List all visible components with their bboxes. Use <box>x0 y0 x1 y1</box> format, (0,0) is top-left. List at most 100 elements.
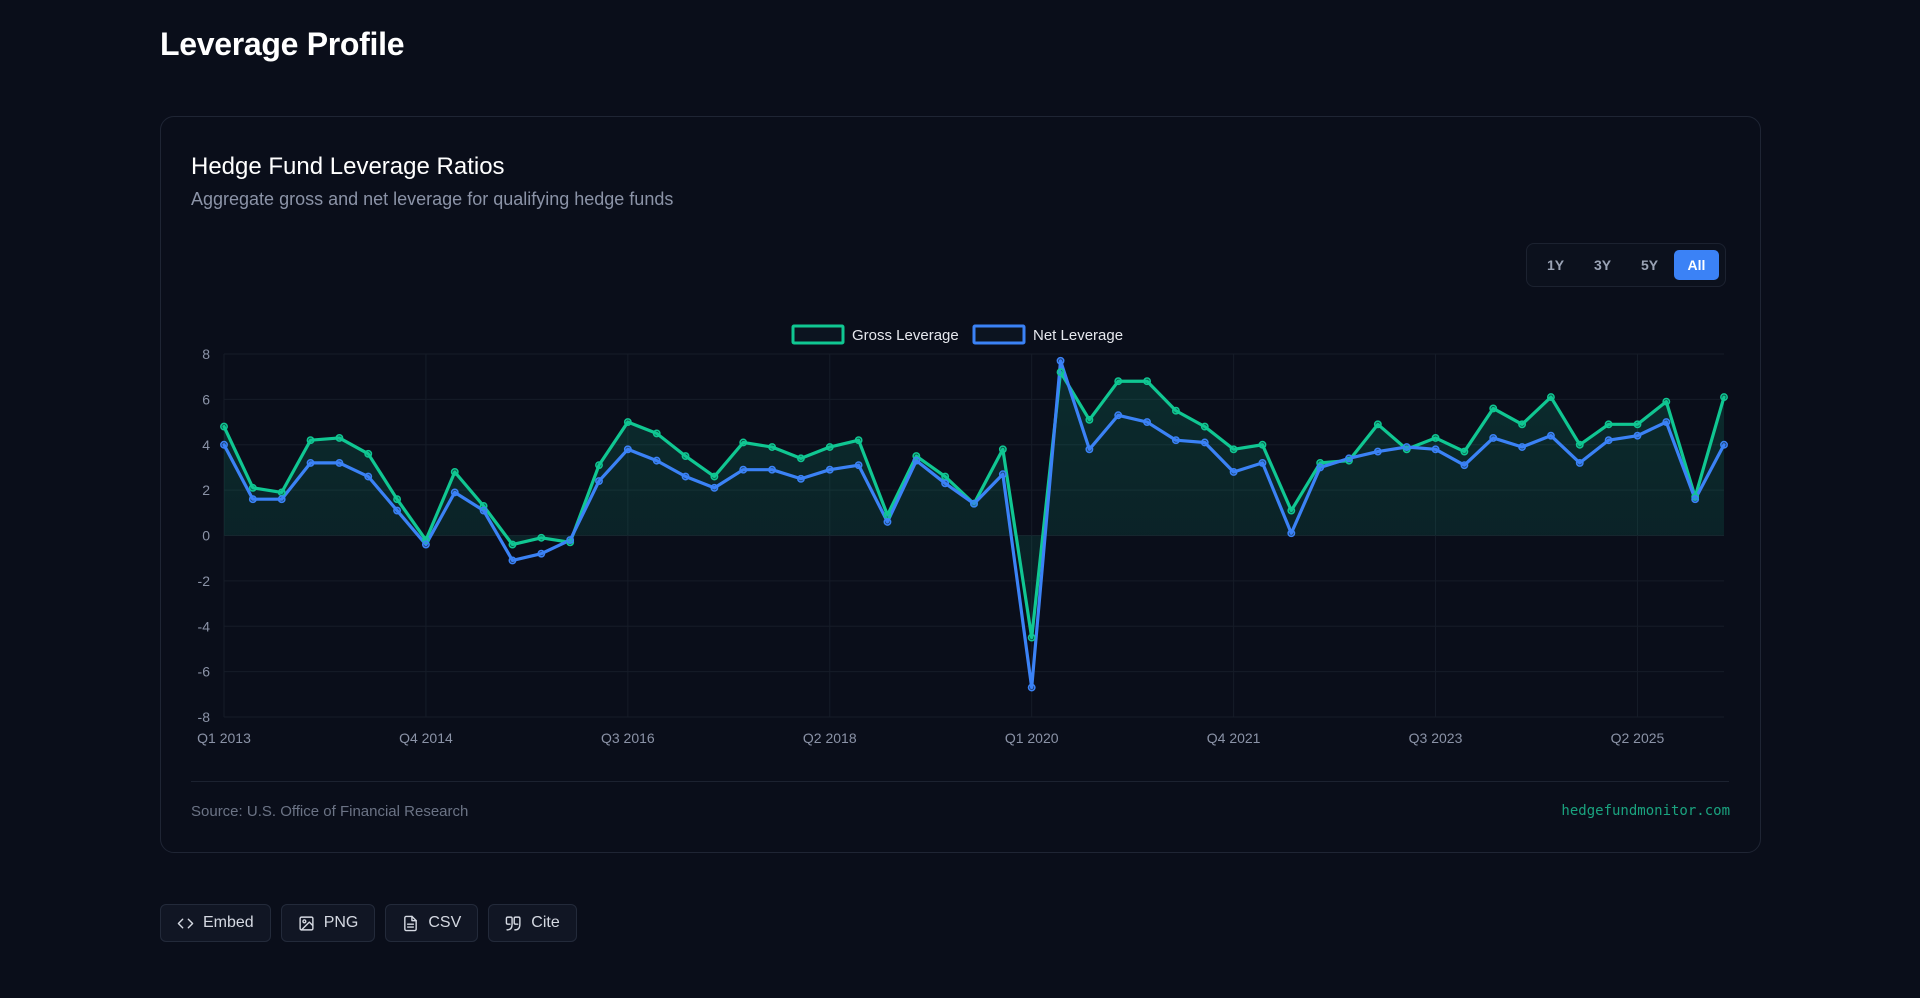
net-leverage-point <box>335 458 344 467</box>
png-button-label: PNG <box>323 914 359 931</box>
net-leverage-point <box>825 465 834 474</box>
range-button-3y[interactable]: 3Y <box>1593 257 1612 273</box>
net-leverage-point <box>681 472 690 481</box>
gross-leverage-point <box>595 461 603 470</box>
source-text: Source: U.S. Office of Financial Researc… <box>191 803 469 820</box>
leverage-line-chart: 8 6 4 2 0 -2 -4 -6 -8 Q1 2013 Q4 2014 Q3 2016 Q2 201… <box>197 324 1728 746</box>
net-leverage-point <box>1345 454 1353 463</box>
gross-leverage-point <box>941 472 950 481</box>
net-leverage-point <box>623 445 632 454</box>
gross-leverage-point <box>681 452 690 461</box>
file-spreadsheet-icon <box>404 915 418 931</box>
gross-leverage-point <box>1085 415 1094 424</box>
net-leverage-point <box>248 495 257 504</box>
gross-leverage-point <box>220 422 228 431</box>
y-tick-label: -4 <box>198 618 211 634</box>
x-tick-label: Q1 2013 <box>197 730 251 746</box>
code-icon <box>177 918 194 928</box>
gross-leverage-point <box>1171 406 1180 415</box>
net-leverage-point <box>796 474 805 483</box>
chart-card: Hedge Fund Leverage Ratios Aggregate gro… <box>160 116 1761 853</box>
image-icon <box>299 915 314 931</box>
range-button-5y[interactable]: 5Y <box>1640 257 1659 273</box>
gross-leverage-point <box>537 533 546 542</box>
cite-button[interactable]: Cite <box>488 904 577 942</box>
x-tick-label: Q3 2016 <box>601 730 655 746</box>
net-leverage-line <box>222 359 1726 690</box>
x-tick-label: Q4 2014 <box>399 730 453 746</box>
x-tick-label: Q3 2023 <box>1409 730 1463 746</box>
net-leverage-point <box>739 465 748 474</box>
gross-leverage-point <box>306 436 315 445</box>
gross-leverage-point <box>1373 420 1382 429</box>
net-leverage-point <box>1518 443 1527 451</box>
net-leverage-point <box>566 536 575 544</box>
gross-leverage-point <box>1604 420 1613 429</box>
net-leverage-point <box>1691 495 1700 504</box>
legend-swatch-net <box>972 324 1026 345</box>
legend-swatch-gross <box>791 324 845 345</box>
net-leverage-point <box>450 488 459 497</box>
site-link[interactable]: hedgefundmonitor.com <box>1561 803 1730 819</box>
gross-leverage-point <box>825 443 834 451</box>
net-leverage-point <box>768 465 777 474</box>
gross-leverage-point <box>768 443 777 451</box>
net-leverage-point <box>883 517 892 526</box>
net-leverage-point <box>1373 447 1382 456</box>
net-leverage-point <box>277 495 286 504</box>
net-leverage-point <box>1460 461 1469 470</box>
y-tick-label: -8 <box>198 709 211 725</box>
gross-leverage-point <box>1460 447 1469 456</box>
range-button-all[interactable]: All <box>1674 250 1719 280</box>
net-leverage-point <box>1287 529 1296 538</box>
net-leverage-point <box>1114 411 1123 420</box>
embed-button[interactable]: Embed <box>160 904 271 942</box>
gross-leverage-point <box>248 483 257 492</box>
gross-leverage-point <box>1633 420 1642 429</box>
net-leverage-point <box>1229 468 1238 476</box>
gross-leverage-point <box>998 445 1007 454</box>
net-leverage-point <box>306 458 315 467</box>
net-leverage-point <box>1489 433 1498 442</box>
gross-leverage-point <box>1258 440 1267 449</box>
gross-leverage-point <box>450 468 459 476</box>
gross-leverage-point <box>1575 440 1584 449</box>
net-leverage-point <box>220 440 228 449</box>
net-leverage-point <box>1575 458 1584 467</box>
gross-leverage-point <box>277 488 286 497</box>
embed-button-label: Embed <box>203 914 254 931</box>
quote-icon <box>505 915 521 931</box>
gross-leverage-point <box>710 472 719 481</box>
net-leverage-point <box>393 506 402 515</box>
gross-leverage-point <box>854 436 863 445</box>
page-title: Leverage Profile <box>160 26 405 62</box>
chart-subtitle: Aggregate gross and net leverage for qua… <box>191 189 674 209</box>
y-tick-label: -6 <box>198 664 211 680</box>
gross-leverage-point <box>1546 393 1555 402</box>
y-tick-label: 6 <box>202 391 210 407</box>
net-leverage-point <box>421 540 430 549</box>
gross-leverage-point <box>739 438 748 447</box>
csv-button[interactable]: CSV <box>385 904 479 942</box>
csv-button-label: CSV <box>428 914 462 931</box>
net-leverage-point <box>1056 356 1065 365</box>
range-button-1y[interactable]: 1Y <box>1546 257 1565 273</box>
net-leverage-point <box>595 477 603 485</box>
gross-leverage-point <box>364 449 373 458</box>
x-tick-label: Q2 2025 <box>1611 730 1665 746</box>
net-leverage-point <box>1604 436 1613 445</box>
png-button[interactable]: PNG <box>280 904 376 942</box>
net-leverage-point <box>1200 438 1209 447</box>
gross-leverage-point <box>508 540 517 549</box>
net-leverage-point <box>364 472 373 481</box>
x-tick-label: Q4 2021 <box>1207 730 1261 746</box>
gross-leverage-point <box>1200 422 1209 431</box>
gross-leverage-point <box>1518 420 1527 429</box>
net-leverage-point <box>941 479 950 488</box>
net-leverage-point <box>479 506 488 515</box>
net-leverage-point <box>854 461 863 470</box>
y-tick-label: 0 <box>202 528 210 544</box>
gross-leverage-point <box>1662 397 1671 406</box>
net-leverage-point <box>1027 683 1036 692</box>
gross-leverage-point <box>1287 506 1296 515</box>
